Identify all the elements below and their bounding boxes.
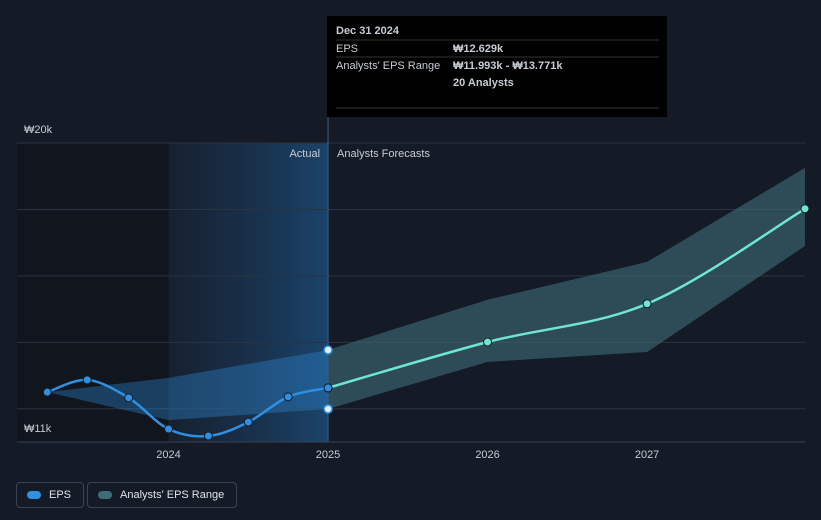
eps-line-point (243, 417, 253, 427)
forecast-line (327, 207, 806, 390)
past-shade (17, 143, 169, 442)
tooltip-value: ₩12.629k (453, 43, 504, 55)
legend-swatch (27, 491, 41, 499)
eps-line-point (203, 431, 213, 441)
eps-line-point (283, 392, 293, 402)
x-tick-label: 2025 (316, 449, 340, 461)
legend-range[interactable]: Analysts' EPS Range (87, 482, 238, 508)
forecast-line-point (642, 299, 652, 309)
range-marker (323, 345, 333, 355)
tooltip: Dec 31 2024 EPS ₩12.629k Analysts' EPS Rang… (327, 16, 667, 117)
range-band (47, 349, 329, 421)
y-tick-label: ₩20k (24, 124, 53, 136)
tooltip-title: Dec 31 2024 (336, 25, 400, 37)
tooltip-label: Analysts' EPS Range (336, 60, 440, 72)
eps-line-point (124, 393, 134, 403)
eps-line-point (82, 375, 92, 385)
range-marker (323, 404, 333, 414)
legend-swatch (98, 491, 112, 499)
tooltip-box (327, 16, 667, 117)
section-label: Actual (289, 148, 320, 160)
x-tick-label: 2027 (635, 449, 659, 461)
tooltip-value: ₩11.993k - ₩13.771k (453, 60, 563, 72)
eps-line-point (323, 383, 333, 393)
x-tick-label: 2024 (156, 449, 180, 461)
section-label: Analysts Forecasts (337, 148, 430, 160)
eps-line-point (42, 387, 52, 397)
legend-eps[interactable]: EPS (16, 482, 85, 508)
forecast-line-point (800, 204, 810, 214)
y-tick-label: ₩11k (24, 423, 52, 435)
x-tick-label: 2026 (475, 449, 499, 461)
eps-line-point (164, 424, 174, 434)
forecast-line-point (483, 337, 493, 347)
range-band (328, 167, 805, 410)
tooltip-note: 20 Analysts (453, 77, 514, 89)
legend-label: EPS (49, 489, 72, 501)
tooltip-label: EPS (336, 43, 358, 55)
legend-label: Analysts' EPS Range (120, 489, 225, 501)
